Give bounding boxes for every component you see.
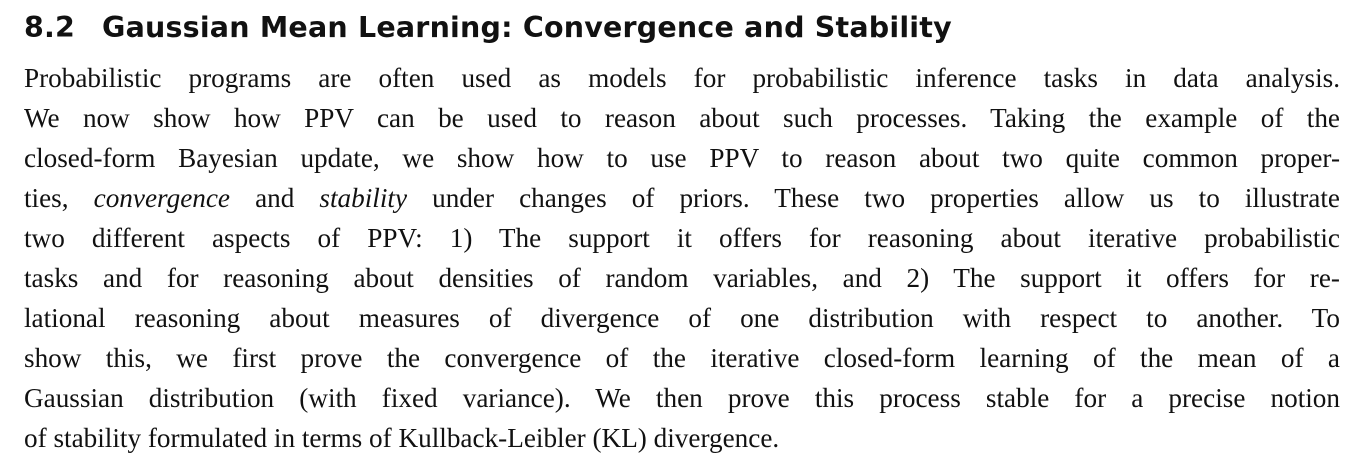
paragraph-line: of stability formulated in terms of Kull… [24, 423, 780, 453]
paragraph-line: tasks and for reasoning about densities … [24, 263, 1340, 293]
section-paragraph: Probabilistic programs are often used as… [24, 58, 1340, 458]
paragraph-line: ties, convergence and stability under ch… [24, 178, 1340, 218]
paragraph-line: show this, we first prove the convergenc… [24, 343, 1340, 373]
paragraph-line: Gaussian distribution (with fixed varian… [24, 383, 1340, 413]
section-title: Gaussian Mean Learning: Convergence and … [102, 11, 952, 44]
line-text: under changes of priors. These two prope… [407, 183, 1340, 213]
paragraph-line: two different aspects of PPV: 1) The sup… [24, 223, 1340, 253]
paragraph-line: closed-form Bayesian update, we show how… [24, 143, 1340, 173]
emphasis-stability: stability [319, 183, 408, 213]
emphasis-convergence: convergence [93, 183, 230, 213]
section-heading: 8.2 Gaussian Mean Learning: Convergence a… [24, 8, 952, 48]
paragraph-line: lational reasoning about measures of div… [24, 303, 1340, 333]
line-text: ties, [24, 183, 94, 213]
paragraph-line: Probabilistic programs are often used as… [24, 63, 1340, 93]
line-text: and [230, 183, 320, 213]
section-number: 8.2 [24, 11, 76, 44]
paragraph-line: We now show how PPV can be used to reaso… [24, 103, 1340, 133]
